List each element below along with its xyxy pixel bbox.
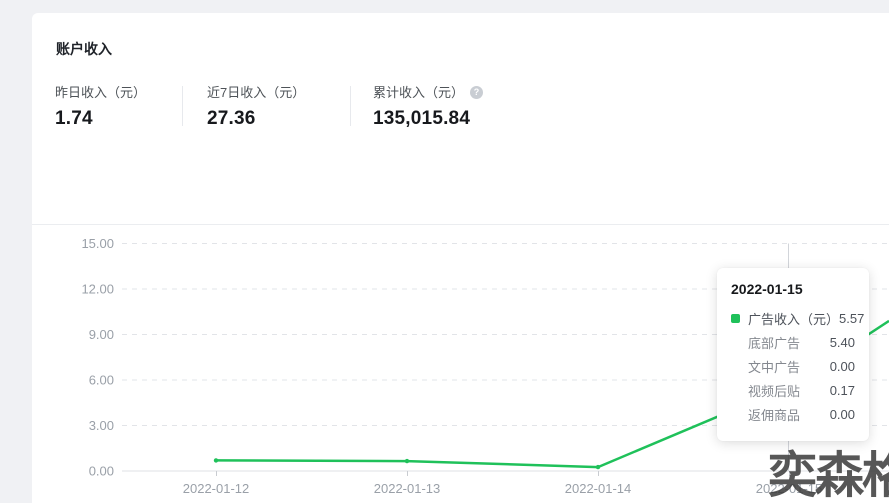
stat-label: 昨日收入（元） — [55, 85, 147, 100]
svg-text:2022-01-15: 2022-01-15 — [756, 481, 823, 496]
account-income-card: 账户收入 昨日收入（元） 1.74 近7日收入（元） 27.36 累计收入（元）… — [32, 13, 889, 503]
stat-value: 1.74 — [55, 108, 93, 129]
y-axis-labels: 15.00 12.00 9.00 6.00 3.00 0.00 — [81, 236, 114, 479]
tooltip-row-intext-ad: 文中广告 0.00 — [748, 358, 855, 375]
stat-divider — [350, 86, 351, 126]
chart-tooltip: 2022-01-15 广告收入（元） 5.57 底部广告 5.40 文中广告 0… — [717, 268, 869, 441]
data-point-2022-01-14[interactable] — [595, 464, 601, 470]
x-axis-labels: 2022-01-12 2022-01-13 2022-01-14 2022-01… — [183, 481, 823, 496]
svg-text:6.00: 6.00 — [89, 373, 114, 388]
data-point-2022-01-12[interactable] — [213, 458, 219, 463]
stat-last7days-income: 近7日收入（元） 27.36 — [207, 85, 305, 130]
svg-text:2022-01-12: 2022-01-12 — [183, 481, 250, 496]
svg-text:3.00: 3.00 — [89, 418, 114, 433]
stat-label: 近7日收入（元） — [207, 85, 306, 100]
svg-text:0.00: 0.00 — [89, 464, 114, 479]
svg-text:2022-01-14: 2022-01-14 — [565, 481, 632, 496]
help-question-icon[interactable]: ? — [470, 86, 484, 99]
svg-text:15.00: 15.00 — [81, 236, 114, 251]
svg-text:9.00: 9.00 — [89, 327, 114, 342]
svg-text:2022-01-13: 2022-01-13 — [374, 481, 441, 496]
stat-yesterday-income: 昨日收入（元） 1.74 — [55, 85, 146, 130]
gridlines — [122, 243, 889, 426]
series-marker-icon — [731, 313, 740, 323]
stat-value: 27.36 — [207, 108, 256, 129]
stats-row: 昨日收入（元） 1.74 近7日收入（元） 27.36 累计收入（元） ? 13… — [32, 83, 889, 225]
tooltip-row-bottom-ad: 底部广告 5.40 — [748, 334, 855, 351]
svg-text:12.00: 12.00 — [81, 282, 114, 297]
x-axis-ticks — [216, 471, 790, 476]
tooltip-row-ad-income: 广告收入（元） 5.57 — [731, 306, 864, 330]
income-series-points[interactable] — [213, 384, 792, 470]
card-title: 账户收入 — [56, 41, 112, 57]
stat-value: 135,015.84 — [373, 108, 471, 129]
stats-bottom-divider — [32, 224, 889, 225]
stat-total-income: 累计收入（元） ? 135,015.84 — [373, 85, 484, 130]
data-point-2022-01-13[interactable] — [404, 458, 410, 464]
tooltip-row-video-postroll: 视频后贴 0.17 — [748, 382, 855, 399]
stat-label: 累计收入（元） — [373, 85, 465, 100]
stat-divider — [182, 86, 183, 126]
tooltip-row-commission-goods: 返佣商品 0.00 — [748, 406, 855, 423]
tooltip-date: 2022-01-15 — [731, 281, 803, 297]
